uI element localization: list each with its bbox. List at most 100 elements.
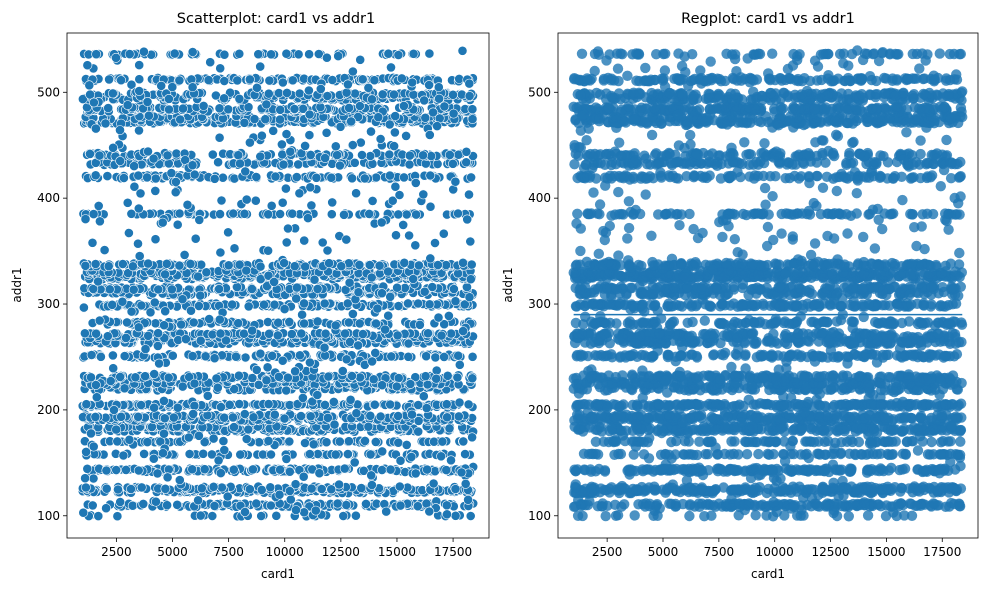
data-point bbox=[190, 233, 201, 244]
data-point bbox=[261, 375, 272, 386]
data-point bbox=[600, 510, 611, 522]
data-point bbox=[219, 76, 230, 86]
data-point bbox=[366, 272, 377, 283]
data-point bbox=[383, 266, 393, 277]
data-point bbox=[431, 373, 442, 384]
data-point bbox=[300, 261, 311, 272]
data-point bbox=[401, 130, 411, 141]
data-point bbox=[234, 48, 245, 59]
data-point bbox=[202, 390, 213, 401]
data-point bbox=[95, 216, 105, 227]
data-point bbox=[424, 129, 435, 140]
data-point bbox=[376, 217, 387, 228]
data-point bbox=[312, 390, 323, 400]
data-point bbox=[174, 208, 185, 219]
data-point bbox=[159, 413, 170, 424]
data-point bbox=[211, 373, 222, 384]
data-point bbox=[174, 75, 185, 86]
data-point bbox=[843, 511, 854, 522]
data-point bbox=[263, 399, 274, 409]
data-point bbox=[262, 362, 273, 373]
data-point bbox=[109, 405, 119, 415]
data-point bbox=[446, 455, 456, 466]
data-point bbox=[145, 307, 156, 318]
data-point bbox=[215, 209, 225, 219]
data-point bbox=[215, 468, 226, 478]
data-point bbox=[253, 49, 264, 60]
data-point bbox=[150, 318, 161, 329]
data-point bbox=[133, 322, 144, 333]
data-point bbox=[421, 403, 432, 413]
data-point bbox=[419, 95, 430, 106]
data-point bbox=[466, 259, 477, 270]
data-point bbox=[134, 60, 145, 70]
data-point bbox=[118, 450, 129, 461]
data-point bbox=[255, 61, 266, 72]
data-point bbox=[289, 261, 300, 272]
data-point bbox=[392, 282, 402, 293]
x-tick-label: 10000 bbox=[266, 545, 304, 559]
data-point bbox=[176, 319, 187, 330]
data-point bbox=[153, 284, 164, 295]
data-point bbox=[89, 97, 99, 108]
data-point bbox=[434, 93, 444, 104]
data-point bbox=[241, 265, 252, 276]
data-point bbox=[438, 228, 449, 239]
data-point bbox=[104, 74, 114, 85]
data-point bbox=[193, 301, 204, 311]
data-point bbox=[81, 482, 91, 493]
data-point bbox=[408, 89, 419, 100]
data-point bbox=[105, 376, 116, 386]
data-point bbox=[407, 77, 418, 88]
data-point bbox=[375, 411, 386, 422]
data-point bbox=[264, 75, 275, 86]
scatterplot-panel: Scatterplot: card1 vs addr1 2500 5000 7500… bbox=[10, 11, 490, 581]
data-point bbox=[199, 464, 210, 475]
data-point bbox=[177, 294, 188, 305]
scatterplot-title: Scatterplot: card1 vs addr1 bbox=[177, 11, 375, 27]
data-point bbox=[429, 436, 439, 447]
data-point bbox=[133, 411, 144, 422]
data-point bbox=[143, 146, 153, 157]
x-tick-label: 15000 bbox=[378, 545, 416, 559]
data-point bbox=[198, 101, 209, 111]
data-point bbox=[255, 348, 266, 359]
data-point bbox=[340, 328, 350, 339]
data-point bbox=[81, 399, 92, 410]
data-point bbox=[193, 495, 203, 506]
data-point bbox=[393, 373, 404, 383]
data-point bbox=[234, 93, 245, 104]
data-point bbox=[130, 372, 141, 383]
data-point bbox=[294, 188, 305, 199]
data-point bbox=[337, 366, 348, 376]
data-point bbox=[172, 219, 183, 230]
data-point bbox=[297, 309, 307, 320]
data-point bbox=[458, 436, 469, 447]
data-point bbox=[351, 408, 362, 419]
data-point bbox=[454, 74, 465, 84]
data-point bbox=[322, 245, 333, 256]
data-point bbox=[338, 511, 349, 521]
data-point bbox=[444, 423, 455, 434]
data-point bbox=[441, 399, 452, 410]
data-point bbox=[420, 371, 431, 382]
data-point bbox=[102, 171, 113, 181]
data-point bbox=[284, 436, 295, 447]
data-point bbox=[385, 291, 396, 302]
data-point bbox=[442, 412, 452, 423]
data-point bbox=[299, 235, 310, 246]
data-point bbox=[359, 173, 370, 184]
data-point bbox=[189, 378, 200, 389]
data-point bbox=[418, 189, 429, 200]
data-point bbox=[463, 399, 474, 410]
data-point bbox=[349, 457, 360, 468]
data-point bbox=[424, 506, 435, 517]
data-point bbox=[297, 392, 308, 403]
data-point bbox=[150, 173, 161, 184]
data-point bbox=[448, 108, 459, 119]
data-point bbox=[101, 503, 111, 514]
y-tick-label: 100 bbox=[37, 509, 60, 523]
data-point bbox=[334, 436, 345, 447]
data-point bbox=[207, 511, 218, 521]
data-point bbox=[115, 125, 125, 136]
